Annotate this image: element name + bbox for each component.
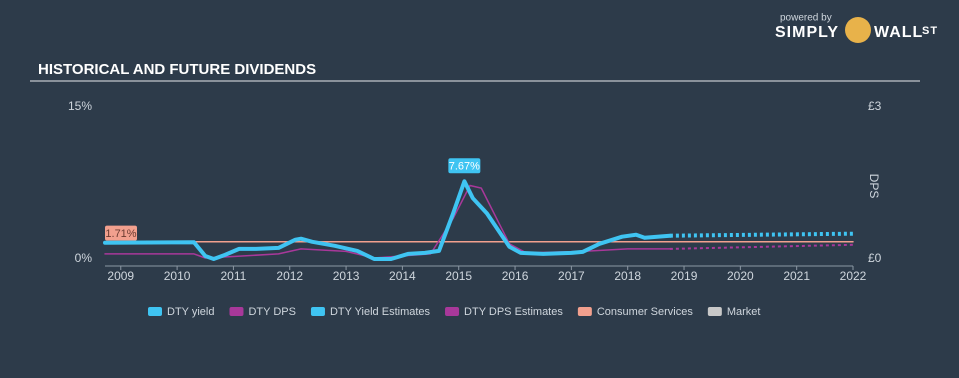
x-tick-label: 2009 [107,269,134,283]
brand-name-2: WALL [874,24,923,41]
series-line [669,243,854,250]
legend-swatch [310,307,325,316]
brand-name: SIMPLY [775,24,839,41]
x-tick-label: 2021 [783,269,810,283]
legend-label: Market [727,306,761,318]
x-tick-label: 2011 [221,269,247,283]
x-tick-label: 2016 [502,269,529,283]
value-label-box [105,225,137,241]
legend-swatch [577,307,592,316]
legend-item: DTY DPS Estimates [445,306,563,318]
legend-swatch [148,307,162,316]
x-tick-label: 2012 [276,269,303,283]
legend-item: DTY Yield Estimates [310,306,431,318]
legend-label: DTY Yield Estimates [330,306,431,318]
x-tick-label: 2019 [671,269,698,283]
legend-item: Consumer Services [577,306,693,318]
y-tick-label: 0% [75,251,93,265]
value-label-group: 7.67% [448,158,481,174]
y2-tick-label: £0 [868,251,882,265]
chart-title: HISTORICAL AND FUTURE DIVIDENDS [38,61,316,78]
y2-axis-label: DPS [867,174,881,199]
brand-name-3: ST [922,25,938,37]
legend-label: Consumer Services [597,306,693,318]
series-line [103,179,672,261]
series-line [104,184,671,259]
x-tick-label: 2022 [840,269,867,283]
x-tick-label: 2010 [164,269,191,283]
legend-item: DTY DPS [229,306,296,318]
brand-logo [845,17,871,43]
legend-item: Market [707,306,761,318]
legend-label: DTY DPS [248,306,295,318]
powered-by: powered by [780,13,832,24]
series-line [669,231,854,238]
value-label: 1.71% [105,228,136,240]
x-tick-label: 2017 [558,269,585,283]
value-label-box [448,158,481,174]
legend-swatch [229,307,244,316]
x-tick-label: 2018 [614,269,641,283]
y-tick-label: 15% [68,99,92,113]
value-label-group: 1.71% [105,225,137,241]
legend-label: DTY yield [167,306,214,318]
legend-swatch [445,307,460,316]
legend-item: DTY yield [148,306,214,318]
y2-tick-label: £3 [868,99,882,113]
value-label: 7.67% [449,161,480,173]
x-tick-label: 2015 [445,269,472,283]
x-tick-label: 2013 [333,269,360,283]
x-tick-label: 2014 [389,269,416,283]
legend-label: DTY DPS Estimates [464,306,563,318]
legend-swatch [707,307,722,316]
x-tick-label: 2020 [727,269,754,283]
